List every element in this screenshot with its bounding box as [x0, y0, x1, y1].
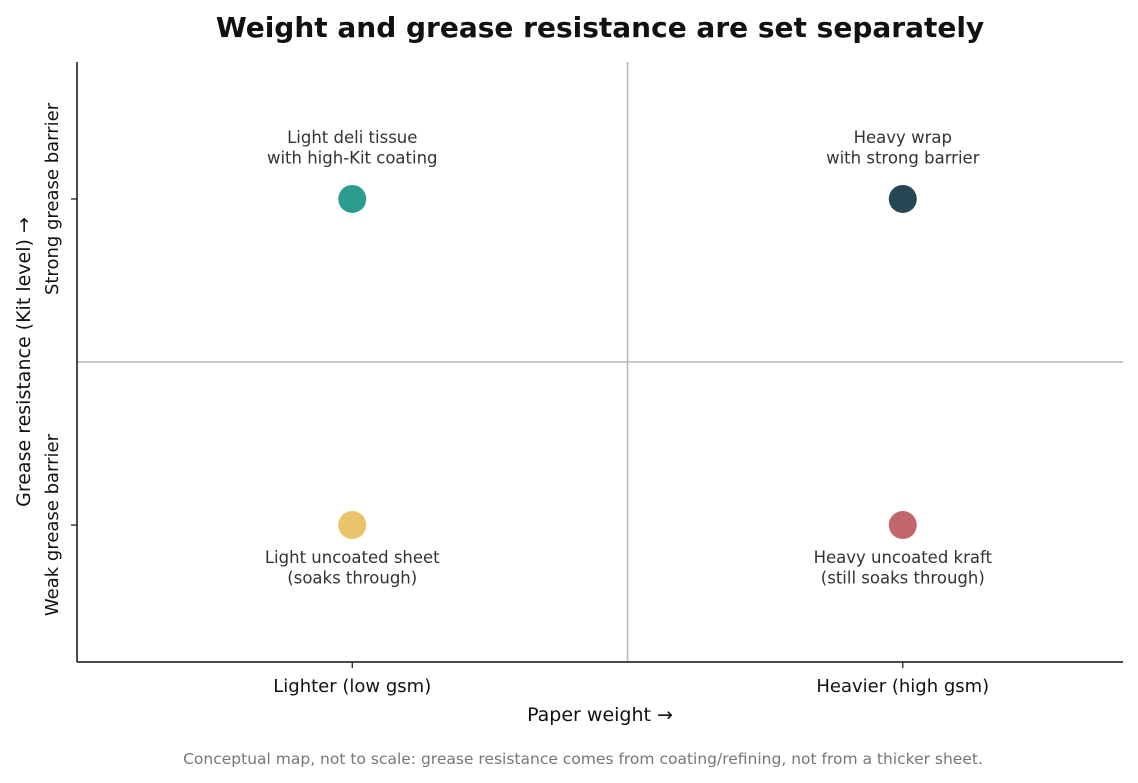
- x-axis-label: Paper weight →: [527, 704, 673, 726]
- point-annotation-0-line-1: with high-Kit coating: [267, 148, 438, 167]
- data-point-3: [888, 511, 917, 540]
- point-annotation-2: Light uncoated sheet (soaks through): [265, 548, 440, 588]
- point-annotation-0-line-0: Light deli tissue: [287, 128, 417, 147]
- chart-caption: Conceptual map, not to scale: grease res…: [183, 750, 983, 768]
- x-tick-label-1: Heavier (high gsm): [816, 676, 989, 697]
- point-annotation-1-line-0: Heavy wrap: [854, 128, 952, 147]
- chart-title: Weight and grease resistance are set sep…: [216, 11, 984, 44]
- y-tick-label-0: Weak grease barrier: [42, 433, 63, 616]
- x-tick-label-0: Lighter (low gsm): [273, 676, 431, 697]
- y-tick-label-1: Strong grease barrier: [42, 102, 63, 295]
- point-annotation-3: Heavy uncoated kraft (still soaks through…: [814, 548, 993, 588]
- data-point-1: [888, 184, 917, 213]
- point-annotation-3-line-0: Heavy uncoated kraft: [814, 548, 993, 567]
- data-point-0: [338, 184, 367, 213]
- point-annotation-1: Heavy wrap with strong barrier: [826, 128, 980, 168]
- point-annotation-2-line-0: Light uncoated sheet: [265, 548, 440, 567]
- point-annotation-2-line-1: (soaks through): [287, 569, 417, 588]
- y-axis-label: Grease resistance (Kit level) →: [13, 217, 35, 507]
- point-annotation-1-line-1: with strong barrier: [826, 148, 980, 167]
- point-annotation-3-line-1: (still soaks through): [821, 569, 985, 588]
- plot-area: Lighter (low gsm) Heavier (high gsm) Weak …: [42, 62, 1123, 697]
- data-point-2: [338, 511, 367, 540]
- point-annotation-0: Light deli tissue with high-Kit coating: [267, 128, 438, 168]
